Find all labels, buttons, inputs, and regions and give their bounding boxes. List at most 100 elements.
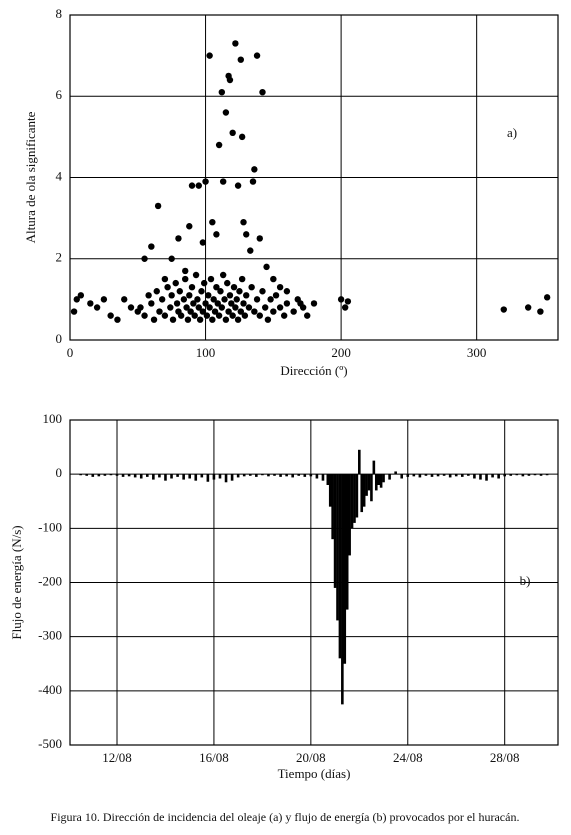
point: [232, 40, 239, 47]
point: [194, 296, 201, 303]
point: [206, 304, 213, 311]
point: [241, 312, 249, 319]
point: [153, 288, 160, 295]
point: [137, 304, 144, 311]
point: [294, 296, 301, 303]
point: [276, 304, 284, 311]
bar: [109, 474, 113, 476]
point: [234, 316, 242, 323]
caption: Figura 10. Dirección de incidencia del o…: [51, 810, 520, 824]
bar: [291, 474, 294, 478]
point: [192, 271, 200, 279]
point: [183, 304, 190, 311]
point: [259, 88, 266, 96]
point: [256, 235, 263, 242]
x-tick-label: 28/08: [490, 750, 520, 765]
y-axis-label: Flujo de energía (N/s): [9, 525, 24, 639]
point: [148, 300, 155, 307]
point: [202, 178, 209, 185]
bar: [328, 474, 332, 507]
point: [232, 304, 239, 311]
bar: [448, 474, 452, 478]
point: [270, 275, 277, 283]
bar: [358, 449, 361, 475]
bar: [497, 474, 500, 479]
bar: [509, 474, 513, 476]
point: [213, 231, 220, 238]
bar: [350, 474, 354, 529]
bar: [315, 474, 319, 479]
bar: [515, 474, 519, 476]
point: [158, 296, 166, 303]
point: [238, 275, 246, 283]
bar: [206, 474, 210, 482]
bar: [321, 474, 325, 481]
point: [114, 316, 121, 323]
bar: [424, 474, 428, 476]
bar: [394, 471, 397, 475]
point: [187, 308, 194, 315]
bar: [115, 474, 119, 476]
point: [196, 316, 204, 323]
point: [251, 166, 258, 173]
bar: [348, 474, 351, 556]
point: [184, 316, 192, 323]
point: [226, 76, 234, 84]
point: [211, 308, 219, 315]
bar: [341, 474, 344, 705]
point: [186, 223, 193, 230]
panel-label: a): [507, 125, 517, 140]
point: [182, 267, 189, 275]
x-tick-label: 300: [467, 345, 487, 360]
point: [283, 288, 291, 295]
point: [234, 182, 242, 189]
point: [209, 218, 216, 226]
bar: [127, 474, 131, 477]
plot-frame: [69, 419, 559, 746]
x-tick-label: 16/08: [199, 750, 229, 765]
point: [222, 109, 230, 116]
point: [180, 296, 188, 303]
point: [263, 263, 270, 271]
point: [270, 308, 277, 315]
point: [100, 296, 108, 303]
point: [70, 308, 78, 315]
bar: [382, 474, 385, 483]
bar: [467, 474, 470, 476]
bar: [436, 474, 440, 477]
bar: [212, 474, 216, 480]
point: [156, 308, 163, 315]
y-tick-label: -400: [38, 682, 62, 697]
point: [176, 288, 183, 295]
bar: [176, 474, 179, 477]
point: [107, 312, 114, 319]
y-tick-label: 4: [56, 168, 63, 183]
point: [172, 279, 179, 287]
bar: [236, 474, 240, 478]
point: [210, 296, 217, 303]
bar: [370, 474, 373, 502]
bar: [170, 474, 173, 479]
point: [169, 316, 177, 323]
y-tick-label: 2: [56, 250, 63, 265]
point: [154, 202, 162, 210]
point: [201, 279, 208, 287]
bar: [430, 474, 434, 477]
point: [218, 304, 226, 311]
bar: [365, 474, 368, 496]
point: [237, 56, 244, 63]
point: [215, 141, 223, 149]
x-axis-label: Dirección (º): [280, 363, 347, 378]
y-tick-label: 0: [56, 331, 63, 346]
point: [213, 283, 220, 291]
bar: [285, 474, 288, 477]
bar: [362, 474, 366, 507]
point: [87, 300, 94, 307]
point: [177, 312, 185, 319]
point: [168, 255, 175, 262]
point: [259, 288, 266, 295]
x-tick-label: 20/08: [296, 750, 326, 765]
bar: [303, 474, 307, 477]
bar: [412, 474, 416, 477]
